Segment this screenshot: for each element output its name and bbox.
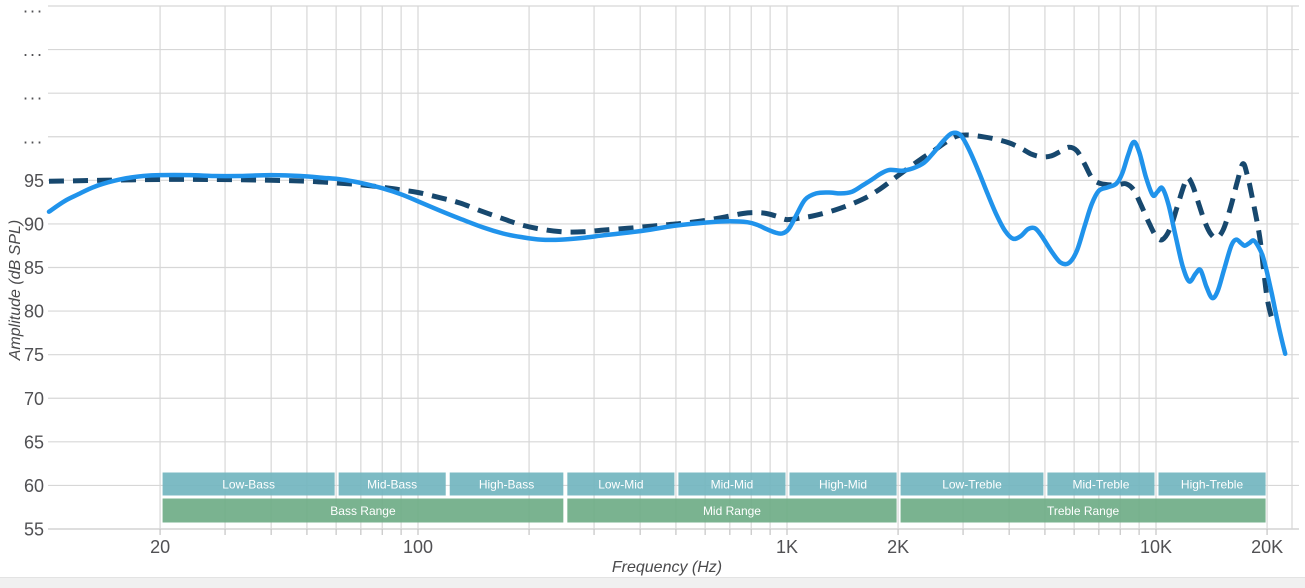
y-tick-label: 65 xyxy=(24,432,44,452)
y-tick-label: 75 xyxy=(24,345,44,365)
frequency-response-dashed-navy-curve[interactable] xyxy=(48,132,1277,324)
x-tick-label: 100 xyxy=(403,537,433,557)
x-tick-label: 2K xyxy=(887,537,909,557)
y-tick-label: ... xyxy=(23,127,44,147)
x-tick-label: 10K xyxy=(1140,537,1172,557)
x-tick-label: 20 xyxy=(150,537,170,557)
y-tick-label: 55 xyxy=(24,520,44,540)
band-cell-sub xyxy=(449,472,564,496)
band-cell-sub-label: Low-Mid xyxy=(598,478,643,492)
band-cell-sub xyxy=(1047,472,1155,496)
band-cell-sub xyxy=(338,472,446,496)
x-tick-label: 1K xyxy=(776,537,798,557)
band-cell-sub-label: High-Treble xyxy=(1181,478,1244,492)
band-cell-sub-label: High-Mid xyxy=(819,478,867,492)
band-cell-sub-label: High-Bass xyxy=(479,478,534,492)
x-axis-title: Frequency (Hz) xyxy=(611,559,723,576)
band-cell-main-label: Treble Range xyxy=(1047,504,1120,518)
y-tick-label: 95 xyxy=(24,171,44,191)
y-tick-label: 60 xyxy=(24,476,44,496)
band-cell-main-label: Mid Range xyxy=(703,504,761,518)
band-cell-sub-label: Mid-Treble xyxy=(1073,478,1130,492)
band-cell-main xyxy=(900,498,1266,523)
band-cell-sub xyxy=(789,472,897,496)
y-tick-label: 80 xyxy=(24,302,44,322)
y-tick-label: 90 xyxy=(24,214,44,234)
band-cell-main-label: Bass Range xyxy=(330,504,396,518)
band-cell-sub xyxy=(678,472,786,496)
band-cell-sub-label: Low-Bass xyxy=(222,478,275,492)
horizontal-scrollbar[interactable] xyxy=(0,577,1305,588)
band-cell-sub-label: Mid-Bass xyxy=(367,478,417,492)
y-tick-label: ... xyxy=(23,84,44,104)
x-tick-label: 20K xyxy=(1251,537,1283,557)
band-cell-main xyxy=(567,498,897,523)
band-cell-main xyxy=(162,498,564,523)
y-tick-label: ... xyxy=(23,0,44,17)
band-cell-sub xyxy=(1158,472,1266,496)
band-cell-sub xyxy=(567,472,675,496)
y-axis-title: Amplitude (dB SPL) xyxy=(7,219,24,361)
y-tick-label: ... xyxy=(23,40,44,60)
band-cell-sub xyxy=(162,472,335,496)
y-tick-label: 70 xyxy=(24,389,44,409)
band-cell-sub xyxy=(900,472,1044,496)
frequency-response-solid-blue-curve[interactable] xyxy=(46,130,1288,357)
y-tick-label: 85 xyxy=(24,258,44,278)
band-cell-sub-label: Low-Treble xyxy=(942,478,1002,492)
band-cell-sub-label: Mid-Mid xyxy=(711,478,754,492)
